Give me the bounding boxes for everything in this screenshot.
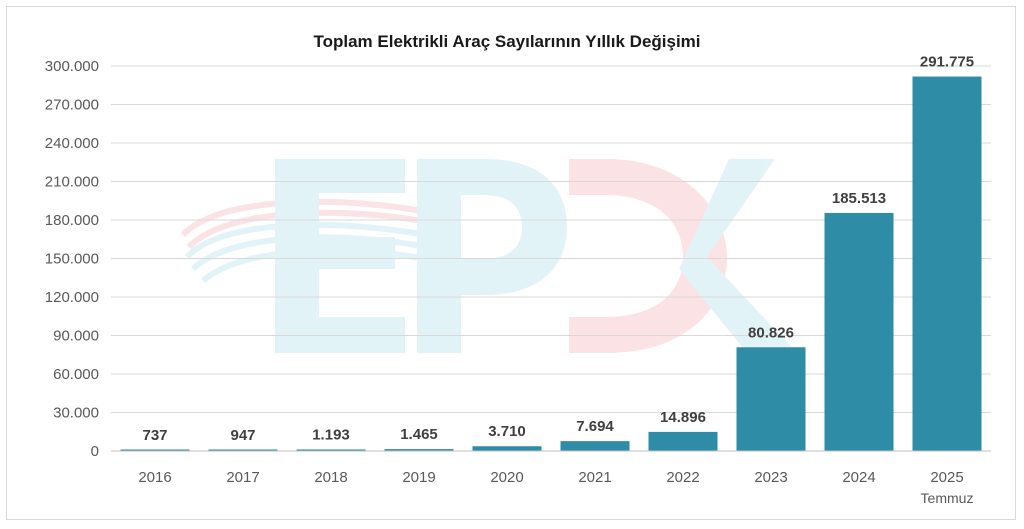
y-tick-label: 180.000 (45, 212, 99, 229)
y-tick-label: 150.000 (45, 251, 99, 268)
x-tick-label: 2024 (842, 469, 875, 486)
data-label-2024: 185.513 (832, 190, 886, 207)
y-tick-label: 210.000 (45, 174, 99, 191)
x-tick-label: 2020 (490, 469, 523, 486)
y-tick-label: 300.000 (45, 58, 99, 75)
data-label-2016: 737 (142, 427, 167, 444)
x-tick-label: 2022 (666, 469, 699, 486)
x-tick-label: 2021 (578, 469, 611, 486)
bar-2022 (648, 431, 718, 451)
x-tick-label: 2023 (754, 469, 787, 486)
watermark-swoosh (180, 198, 428, 284)
epdk-watermark-logo (180, 159, 797, 353)
x-tick-sublabel: Temmuz (921, 490, 974, 506)
watermark-letters (275, 159, 797, 353)
data-labels: 737 947 1.193 1.465 3.710 7.694 14.896 80.826 18… (142, 54, 974, 444)
y-tick-label: 90.000 (53, 328, 99, 345)
y-tick-label: 270.000 (45, 97, 99, 114)
y-tick-label: 0 (91, 443, 99, 460)
y-tick-label: 240.000 (45, 135, 99, 152)
data-label-2019: 1.465 (400, 426, 438, 443)
bar-2019 (384, 449, 454, 451)
y-tick-label: 120.000 (45, 289, 99, 306)
data-label-2023: 80.826 (748, 324, 794, 341)
bars (120, 76, 982, 451)
bar-2024 (824, 212, 894, 451)
x-tick-label: 2019 (402, 469, 435, 486)
data-label-2022: 14.896 (660, 409, 706, 426)
data-label-2017: 947 (230, 427, 255, 444)
bar-2021 (560, 441, 630, 451)
bar-2018 (296, 449, 366, 451)
data-label-2018: 1.193 (312, 426, 350, 443)
bar-2023 (736, 347, 806, 451)
data-label-2020: 3.710 (488, 423, 526, 440)
x-tick-label: 2016 (138, 469, 171, 486)
data-label-2021: 7.694 (576, 418, 614, 435)
x-tick-label: 2025 (930, 469, 963, 486)
bar-2025 (912, 76, 982, 451)
data-label-2025: 291.775 (920, 54, 974, 71)
bar-2020 (472, 446, 542, 451)
y-tick-label: 60.000 (53, 366, 99, 383)
y-tick-label: 30.000 (53, 405, 99, 422)
bar-2017 (208, 449, 278, 451)
y-axis: 0 30.000 60.000 90.000 120.000 150.000 180.000… (45, 58, 99, 460)
chart-title: Toplam Elektrikli Araç Sayılarının Yıllı… (313, 32, 700, 51)
bar-2016 (120, 449, 190, 451)
bar-chart: 0 30.000 60.000 90.000 120.000 150.000 180.000… (45, 32, 991, 506)
x-axis: 2016 2017 2018 2019 2020 2021 2022 2023 2024 2025… (111, 450, 991, 506)
chart-frame: 0 30.000 60.000 90.000 120.000 150.000 180.000… (6, 6, 1016, 520)
x-tick-label: 2017 (226, 469, 259, 486)
x-tick-label: 2018 (314, 469, 347, 486)
